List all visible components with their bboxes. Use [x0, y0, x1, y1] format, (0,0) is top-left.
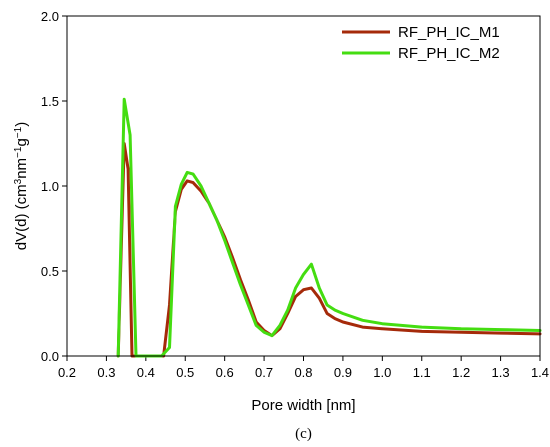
x-tick-label: 0.4 [137, 365, 155, 380]
y-axis-title-part: nm [13, 158, 30, 179]
y-axis-title-part: dV(d) (cm [13, 184, 30, 250]
series-line-1 [116, 142, 542, 358]
x-tick-label: 0.6 [216, 365, 234, 380]
x-tick-label: 1.0 [373, 365, 391, 380]
x-tick-label: 1.3 [492, 365, 510, 380]
y-axis-title-superscript: −1 [13, 146, 24, 158]
chart-layer-series [116, 97, 542, 358]
y-tick-label: 0.5 [41, 264, 59, 279]
series-line-2 [116, 97, 542, 358]
y-axis-title: dV(d) (cm3nm−1g−1) [13, 122, 31, 250]
y-tick-label: 1.5 [41, 94, 59, 109]
y-tick-label: 1.0 [41, 179, 59, 194]
y-tick-label: 2.0 [41, 9, 59, 24]
y-tick-label: 0.0 [41, 349, 59, 364]
legend-label-2: RF_PH_IC_M2 [398, 45, 500, 62]
figure-caption: (c) [295, 426, 312, 442]
x-tick-label: 1.4 [531, 365, 549, 380]
legend-label-1: RF_PH_IC_M1 [398, 24, 500, 41]
x-tick-label: 0.3 [97, 365, 115, 380]
y-axis-title-superscript: −1 [13, 126, 24, 138]
x-tick-label: 1.1 [413, 365, 431, 380]
x-tick-label: 1.2 [452, 365, 470, 380]
y-axis-title-superscript: 3 [13, 178, 24, 184]
y-axis-title-part: ) [13, 122, 30, 127]
x-axis-title: Pore width [nm] [251, 397, 355, 414]
x-tick-label: 0.8 [294, 365, 312, 380]
chart-layer-ticks: 0.2 0.3 0.4 0.5 0.6 0.7 0.8 0.9 1.0 1.1 1.2 1.3 1.4 0… [41, 9, 549, 380]
x-tick-label: 0.7 [255, 365, 273, 380]
x-tick-label: 0.5 [176, 365, 194, 380]
x-tick-label: 0.2 [58, 365, 76, 380]
y-axis-title-part: g [13, 138, 30, 146]
plot-frame [66, 15, 541, 357]
x-tick-label: 0.9 [334, 365, 352, 380]
legend: RF_PH_IC_M1 RF_PH_IC_M2 [342, 24, 500, 62]
